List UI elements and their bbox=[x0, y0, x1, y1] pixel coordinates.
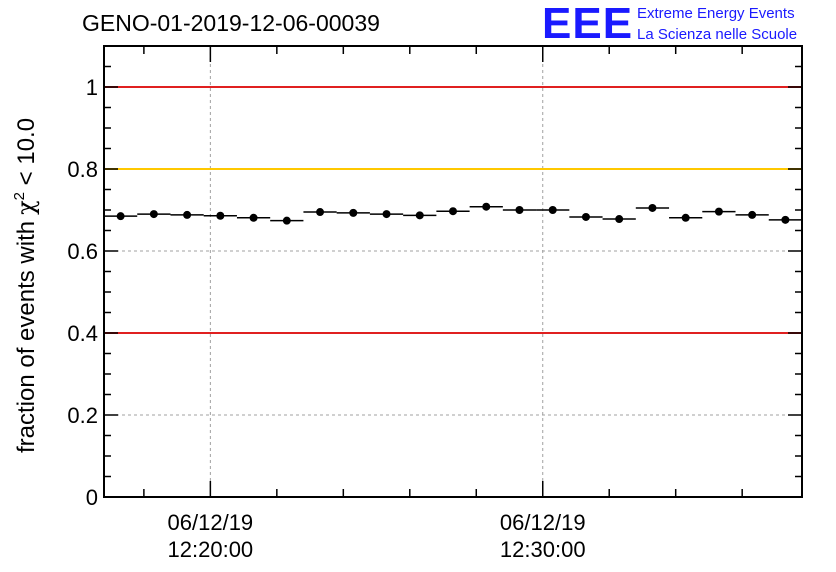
y-label-exponent: 2 bbox=[11, 192, 28, 200]
data-point bbox=[116, 212, 125, 221]
y-tick-label: 0 bbox=[86, 485, 98, 510]
y-tick-label: 0.4 bbox=[67, 321, 98, 346]
y-label-prefix: fraction of events with bbox=[13, 221, 40, 453]
y-axis-label: fraction of events with χ2 < 10.0 bbox=[11, 118, 40, 453]
data-point bbox=[581, 212, 590, 221]
data-point bbox=[515, 206, 524, 214]
data-point bbox=[781, 215, 790, 224]
data-point bbox=[349, 208, 358, 217]
data-point bbox=[482, 202, 491, 211]
plot-frame bbox=[103, 45, 803, 498]
data-point bbox=[681, 213, 690, 222]
y-tick-label: 0.8 bbox=[67, 157, 98, 182]
logo-line1: Extreme Energy Events bbox=[637, 5, 795, 22]
data-point bbox=[449, 207, 457, 216]
reference-lines bbox=[104, 86, 802, 334]
data-point bbox=[714, 207, 723, 216]
data-point bbox=[183, 210, 192, 219]
data-point bbox=[316, 208, 325, 217]
data-point bbox=[648, 203, 657, 212]
data-point bbox=[249, 213, 258, 222]
y-tick-label: 1 bbox=[86, 75, 98, 100]
x-tick-date: 06/12/19 bbox=[168, 510, 254, 535]
data-points bbox=[104, 202, 802, 225]
y-label-suffix: < 10.0 bbox=[13, 118, 40, 192]
logo-mark: EEE bbox=[542, 0, 633, 48]
eee-logo: EEE Extreme Energy Events La Scienza nel… bbox=[542, 0, 797, 48]
data-point bbox=[548, 206, 557, 214]
tick-labels: 00.20.40.60.8106/12/1912:20:0006/12/1912… bbox=[67, 75, 585, 562]
y-tick-label: 0.2 bbox=[67, 403, 98, 428]
logo-line2: La Scienza nelle Scuole bbox=[637, 26, 797, 43]
data-point bbox=[415, 211, 424, 220]
data-point bbox=[615, 215, 624, 224]
x-tick-date: 06/12/19 bbox=[500, 510, 586, 535]
chart-title: GENO-01-2019-12-06-00039 bbox=[82, 10, 380, 36]
data-point bbox=[382, 210, 391, 219]
data-point bbox=[748, 210, 757, 219]
y-label-chi: χ bbox=[12, 200, 40, 215]
data-point bbox=[216, 211, 225, 220]
x-tick-time: 12:20:00 bbox=[168, 537, 254, 562]
x-tick-time: 12:30:00 bbox=[500, 537, 586, 562]
grid-layer bbox=[104, 46, 802, 498]
y-tick-label: 0.6 bbox=[67, 239, 98, 264]
axes bbox=[103, 45, 803, 498]
data-point bbox=[149, 210, 158, 219]
data-point bbox=[282, 216, 291, 225]
